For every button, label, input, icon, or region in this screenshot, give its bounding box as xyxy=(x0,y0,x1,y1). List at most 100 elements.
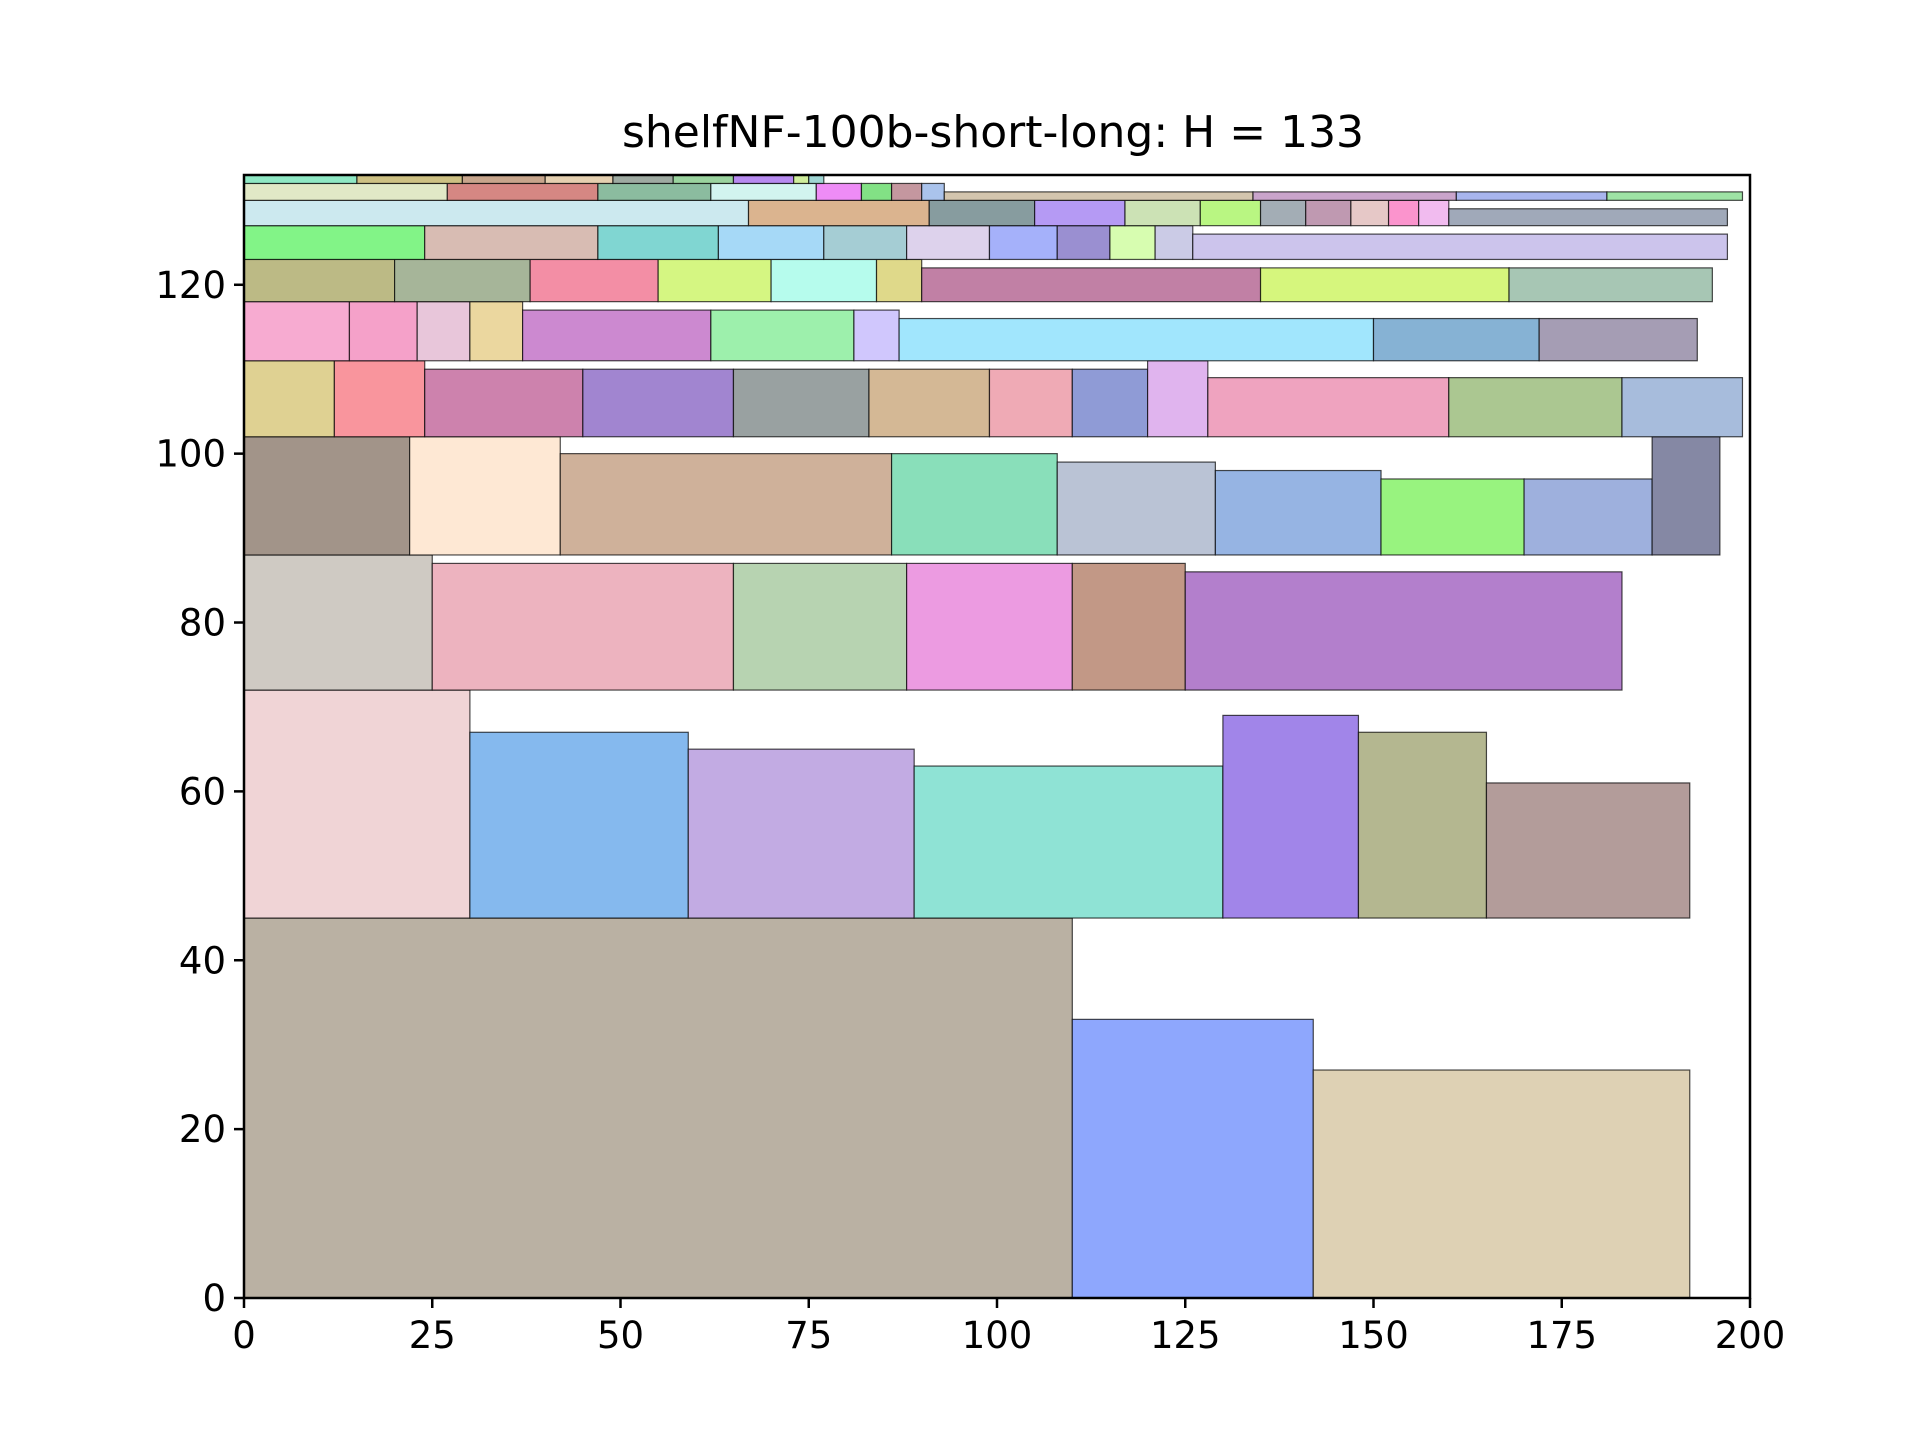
packed-rectangle-88 xyxy=(943,191,1254,201)
packed-rectangle-54 xyxy=(921,267,1262,303)
packed-rectangle-26 xyxy=(243,360,335,438)
packed-rectangle-61 xyxy=(823,225,908,261)
packed-rectangle-24 xyxy=(1523,478,1653,556)
x-tick-label: 100 xyxy=(962,1314,1033,1357)
packed-rectangle-23 xyxy=(1380,478,1525,556)
packed-rectangle-75 xyxy=(1305,199,1352,227)
packed-rectangle-70 xyxy=(928,199,1036,227)
packed-rectangle-48 xyxy=(243,258,396,303)
y-tick-label: 60 xyxy=(179,770,226,813)
packed-rectangle-92 xyxy=(243,174,358,185)
packed-rectangle-7 xyxy=(913,765,1224,919)
packed-rectangle-40 xyxy=(416,301,471,362)
x-tick-label: 75 xyxy=(785,1314,832,1357)
packed-rectangle-89 xyxy=(1252,191,1457,201)
packed-rectangle-56 xyxy=(1508,267,1713,303)
packed-rectangle-2 xyxy=(1071,1018,1314,1299)
packed-rectangle-63 xyxy=(988,225,1058,261)
packed-rectangle-72 xyxy=(1124,199,1201,227)
packed-rectangle-25 xyxy=(1651,436,1721,556)
packed-rectangle-71 xyxy=(1034,199,1126,227)
packed-rectangle-17 xyxy=(243,436,411,556)
packed-rectangle-32 xyxy=(988,368,1073,438)
packed-rectangle-38 xyxy=(243,301,351,362)
packed-rectangle-21 xyxy=(1056,461,1216,556)
packed-rectangle-15 xyxy=(1071,562,1186,691)
packed-rectangle-77 xyxy=(1387,199,1420,227)
packed-rectangle-85 xyxy=(860,182,893,201)
packed-rectangle-30 xyxy=(732,368,870,438)
packed-rectangle-42 xyxy=(522,309,712,362)
packed-rectangle-95 xyxy=(544,174,614,185)
packed-rectangle-45 xyxy=(898,317,1375,362)
packed-rectangle-4 xyxy=(243,689,471,919)
packed-rectangle-3 xyxy=(1312,1069,1691,1299)
x-tick-label: 0 xyxy=(232,1314,256,1357)
packed-rectangle-91 xyxy=(1606,191,1744,201)
packed-rectangle-90 xyxy=(1455,191,1608,201)
y-tick-label: 80 xyxy=(179,602,226,645)
packed-rectangle-98 xyxy=(732,174,795,185)
packed-rectangle-14 xyxy=(906,562,1073,691)
x-tick-label: 150 xyxy=(1338,1314,1409,1357)
packed-rectangle-50 xyxy=(529,258,659,303)
packed-rectangle-22 xyxy=(1214,469,1382,556)
x-tick-label: 125 xyxy=(1150,1314,1221,1357)
packed-rectangle-79 xyxy=(1448,208,1729,227)
packed-rectangle-57 xyxy=(243,225,426,261)
y-tick-label: 100 xyxy=(155,433,226,476)
packed-rectangle-66 xyxy=(1154,225,1194,261)
packed-rectangle-68 xyxy=(243,199,750,227)
packed-rectangle-76 xyxy=(1350,199,1390,227)
packed-rectangle-35 xyxy=(1207,377,1450,438)
packed-rectangle-28 xyxy=(424,368,584,438)
packed-rectangle-18 xyxy=(409,436,561,556)
packed-rectangle-60 xyxy=(717,225,825,261)
packed-rectangle-47 xyxy=(1538,317,1698,362)
packed-rectangle-11 xyxy=(243,554,433,691)
packed-rectangle-31 xyxy=(868,368,991,438)
packed-rectangle-59 xyxy=(597,225,719,261)
x-tick-label: 25 xyxy=(409,1314,456,1357)
packed-rectangle-86 xyxy=(890,182,923,201)
packed-rectangle-87 xyxy=(921,182,945,201)
packed-rectangle-46 xyxy=(1372,317,1540,362)
packed-rectangle-58 xyxy=(424,225,599,261)
chart-title: shelfNF-100b-short-long: H = 133 xyxy=(622,107,1364,158)
packed-rectangle-5 xyxy=(469,731,689,919)
x-tick-label: 50 xyxy=(597,1314,644,1357)
packed-rectangle-53 xyxy=(875,258,923,303)
packed-rectangle-36 xyxy=(1448,377,1623,438)
packed-rectangle-27 xyxy=(333,360,426,438)
packed-rectangle-41 xyxy=(469,301,524,362)
packed-rectangle-51 xyxy=(657,258,772,303)
packed-rectangle-73 xyxy=(1199,199,1262,227)
packed-rectangle-55 xyxy=(1259,267,1510,303)
y-tick-label: 0 xyxy=(202,1277,226,1320)
packed-rectangle-80 xyxy=(243,182,448,201)
packed-rectangle-16 xyxy=(1184,571,1623,691)
packed-rectangle-29 xyxy=(582,368,735,438)
packed-rectangle-93 xyxy=(356,174,463,185)
x-tick-label: 200 xyxy=(1715,1314,1786,1357)
packed-rectangle-6 xyxy=(687,748,915,919)
packed-rectangle-39 xyxy=(348,301,418,362)
packed-rectangle-44 xyxy=(853,309,900,362)
packed-rectangle-94 xyxy=(461,174,546,185)
axes-layer: 0 25 50 75 100 125 150 175 200 0 20 40 60 80 100 120 xyxy=(155,173,1786,1357)
packed-rectangle-83 xyxy=(710,182,817,201)
packed-rectangle-9 xyxy=(1357,731,1488,919)
packed-rectangle-33 xyxy=(1071,368,1149,438)
y-tick-label: 120 xyxy=(155,264,226,307)
packed-rectangle-78 xyxy=(1418,199,1450,227)
packed-rectangle-49 xyxy=(394,258,531,303)
packed-rectangle-64 xyxy=(1056,225,1111,261)
packed-rectangle-19 xyxy=(559,453,893,556)
packed-rectangle-43 xyxy=(710,309,855,362)
packed-rectangle-65 xyxy=(1109,225,1156,261)
packed-rectangle-13 xyxy=(732,562,908,691)
packed-rectangle-34 xyxy=(1146,360,1209,438)
packed-rectangle-100 xyxy=(808,174,825,185)
y-tick-label: 40 xyxy=(179,939,226,982)
items-layer xyxy=(243,174,1744,1299)
